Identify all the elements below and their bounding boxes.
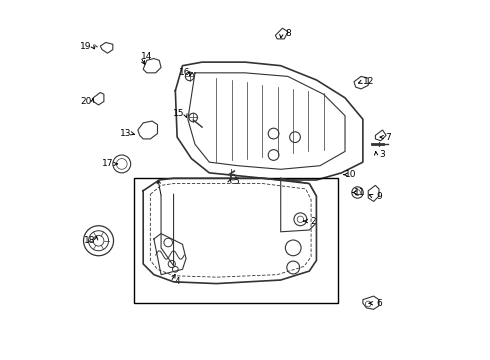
Text: 19: 19 [80,41,92,50]
Text: 8: 8 [285,29,291,38]
Text: 17: 17 [102,159,113,168]
Text: 9: 9 [376,192,382,201]
Text: 3: 3 [380,150,386,159]
Text: 20: 20 [80,97,92,106]
Text: 10: 10 [344,170,356,179]
Text: 11: 11 [354,188,365,197]
Text: 6: 6 [376,299,382,308]
Text: 13: 13 [120,129,131,138]
Text: 5: 5 [233,177,239,186]
Polygon shape [161,194,173,266]
Text: 7: 7 [385,132,391,141]
Text: 4: 4 [174,277,180,286]
Text: 1: 1 [165,195,171,204]
Text: 15: 15 [173,109,185,118]
Text: 14: 14 [141,52,152,61]
Text: 12: 12 [363,77,374,86]
Text: 18: 18 [84,236,96,245]
Text: 16: 16 [178,68,190,77]
Text: 2: 2 [310,217,316,226]
